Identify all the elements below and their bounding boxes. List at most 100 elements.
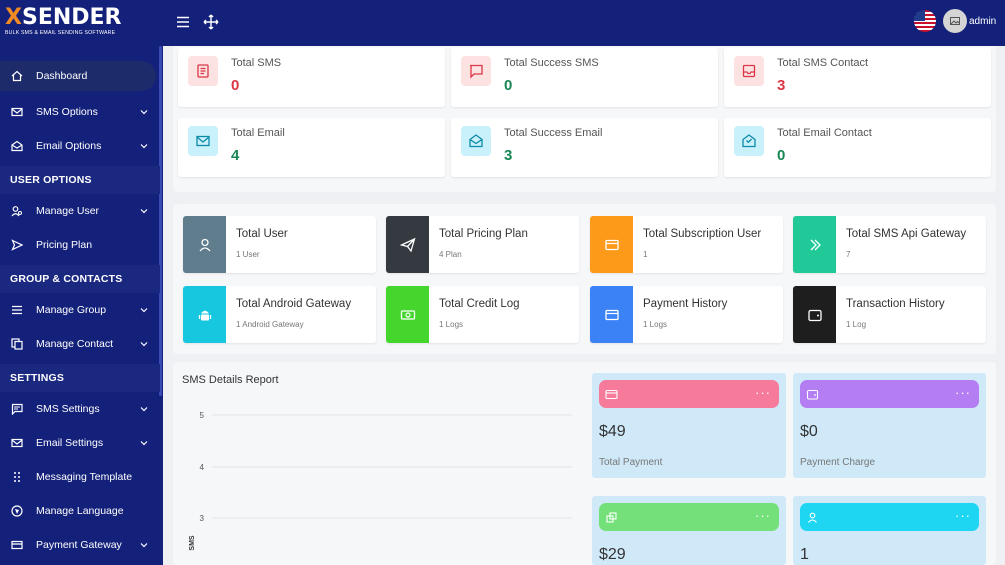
send-icon — [10, 238, 24, 252]
contacts-icon — [10, 337, 24, 351]
chevron-down-icon — [140, 543, 148, 548]
stat-label: Total Email Contact — [777, 127, 872, 139]
stat-card-total-sms[interactable]: Total SMS 0 — [178, 48, 445, 107]
stat-label: Total Success Email — [504, 127, 603, 139]
inbox-icon — [734, 56, 764, 86]
more-options-icon[interactable]: ··· — [755, 508, 771, 523]
chevron-down-icon — [140, 441, 148, 446]
sidebar-item-payment-gateway[interactable]: Payment Gateway — [0, 528, 160, 562]
tile-transaction-history[interactable]: Transaction History 1 Log — [793, 286, 986, 343]
stat-card-total-sms-contact[interactable]: Total SMS Contact 3 — [724, 48, 991, 107]
logo-text: XSENDER — [5, 5, 122, 30]
money-label: Payment Charge — [800, 457, 876, 468]
tile-subtitle: 1 Log — [846, 320, 867, 329]
android-icon — [183, 286, 226, 343]
sidebar-item-label: Payment Gateway — [36, 539, 122, 551]
card-icon — [590, 216, 633, 273]
money-card-4[interactable]: ··· 1 — [793, 496, 986, 565]
sidebar-item-dashboard[interactable]: Dashboard — [0, 61, 156, 91]
sidebar-item-label: Dashboard — [36, 70, 88, 82]
more-options-icon[interactable]: ··· — [955, 508, 971, 523]
tile-total-android-gateway[interactable]: Total Android Gateway 1 Android Gateway — [183, 286, 376, 343]
tile-total-credit-log[interactable]: Total Credit Log 1 Logs — [386, 286, 579, 343]
coins-icon — [606, 512, 617, 523]
tile-title: Total Pricing Plan — [439, 228, 528, 240]
sidebar-item-label: Email Settings — [36, 437, 104, 449]
tile-total-subscription-user[interactable]: Total Subscription User 1 — [590, 216, 783, 273]
image-placeholder-icon — [950, 17, 960, 25]
globe-icon — [10, 504, 24, 518]
tile-subtitle: 1 User — [236, 250, 260, 259]
sidebar-item-email-options[interactable]: Email Options — [0, 129, 160, 163]
stat-value: 3 — [504, 147, 513, 164]
chevron-down-icon — [140, 308, 148, 313]
avatar[interactable] — [943, 9, 967, 33]
message-icon — [10, 402, 24, 416]
hamburger-menu-icon[interactable] — [175, 14, 191, 30]
money-value: $0 — [800, 423, 818, 440]
sidebar-item-sms-settings[interactable]: SMS Settings — [0, 392, 160, 426]
stat-value: 0 — [504, 77, 513, 94]
mail-open-icon — [10, 139, 24, 153]
section-user-options: USER OPTIONS — [0, 166, 160, 194]
tile-title: Total Credit Log — [439, 298, 520, 310]
y-tick-label: 5 — [200, 411, 205, 420]
report-title: SMS Details Report — [182, 374, 279, 386]
money-card-header: ··· — [599, 503, 779, 531]
stat-card-total-email-contact[interactable]: Total Email Contact 0 — [724, 118, 991, 177]
card-icon — [605, 389, 618, 400]
money-card-header: ··· — [599, 380, 779, 408]
card-icon — [10, 538, 24, 552]
envelope-icon — [10, 105, 24, 119]
fullscreen-move-icon[interactable] — [203, 14, 219, 30]
y-tick-label: 4 — [200, 463, 205, 472]
money-card-header: ··· — [800, 503, 979, 531]
logo-text-rest: SENDER — [21, 5, 122, 30]
section-settings: SETTINGS — [0, 364, 160, 392]
tile-title: Payment History — [643, 298, 728, 310]
sidebar-item-sms-options[interactable]: SMS Options — [0, 95, 160, 129]
sidebar-item-messaging-template[interactable]: Messaging Template — [0, 460, 160, 494]
stat-card-total-success-email[interactable]: Total Success Email 3 — [451, 118, 718, 177]
card-icon — [590, 286, 633, 343]
sidebar-item-manage-user[interactable]: Manage User — [0, 194, 160, 228]
send-icon — [386, 216, 429, 273]
more-options-icon[interactable]: ··· — [755, 385, 771, 400]
list-icon — [10, 303, 24, 317]
user-icon — [808, 512, 817, 523]
sidebar-item-pricing-plan[interactable]: Pricing Plan — [0, 228, 160, 262]
money-card-payment-charge[interactable]: ··· $0 Payment Charge — [793, 373, 986, 478]
sidebar-item-manage-group[interactable]: Manage Group — [0, 293, 160, 327]
stat-value: 4 — [231, 147, 240, 164]
tile-subtitle: 1 Android Gateway — [236, 320, 304, 329]
stat-value: 0 — [777, 147, 786, 164]
envelope-icon — [188, 126, 218, 156]
sidebar-item-manage-contact[interactable]: Manage Contact — [0, 327, 160, 361]
tile-total-user[interactable]: Total User 1 User — [183, 216, 376, 273]
language-flag-icon[interactable] — [914, 10, 936, 32]
sidebar-item-email-settings[interactable]: Email Settings — [0, 426, 160, 460]
tile-subtitle: 1 Logs — [643, 320, 668, 329]
document-icon — [188, 56, 218, 86]
sidebar-item-label: Pricing Plan — [36, 239, 93, 251]
tile-total-pricing-plan[interactable]: Total Pricing Plan 4 Plan — [386, 216, 579, 273]
sidebar-item-label: Manage User — [36, 205, 100, 217]
tile-title: Total SMS Api Gateway — [846, 228, 967, 240]
money-card-3[interactable]: ··· $29 — [592, 496, 786, 565]
stat-value: 0 — [231, 77, 240, 94]
tile-total-sms-api-gateway[interactable]: Total SMS Api Gateway 7 — [793, 216, 986, 273]
sidebar-item-manage-language[interactable]: Manage Language — [0, 494, 160, 528]
home-icon — [10, 69, 24, 83]
wallet-icon — [806, 389, 819, 400]
money-card-total-payment[interactable]: ··· $49 Total Payment — [592, 373, 786, 478]
logo[interactable]: XSENDER BULK SMS & EMAIL SENDING SOFTWAR… — [0, 0, 163, 46]
tile-subtitle: 1 — [643, 250, 648, 259]
stat-card-total-email[interactable]: Total Email 4 — [178, 118, 445, 177]
tile-title: Total Subscription User — [643, 228, 762, 240]
user-name[interactable]: admin — [969, 16, 997, 27]
more-options-icon[interactable]: ··· — [955, 385, 971, 400]
tile-payment-history[interactable]: Payment History 1 Logs — [590, 286, 783, 343]
money-label: Total Payment — [599, 457, 663, 468]
stat-card-total-success-sms[interactable]: Total Success SMS 0 — [451, 48, 718, 107]
sidebar-scrollbar[interactable] — [159, 46, 162, 396]
